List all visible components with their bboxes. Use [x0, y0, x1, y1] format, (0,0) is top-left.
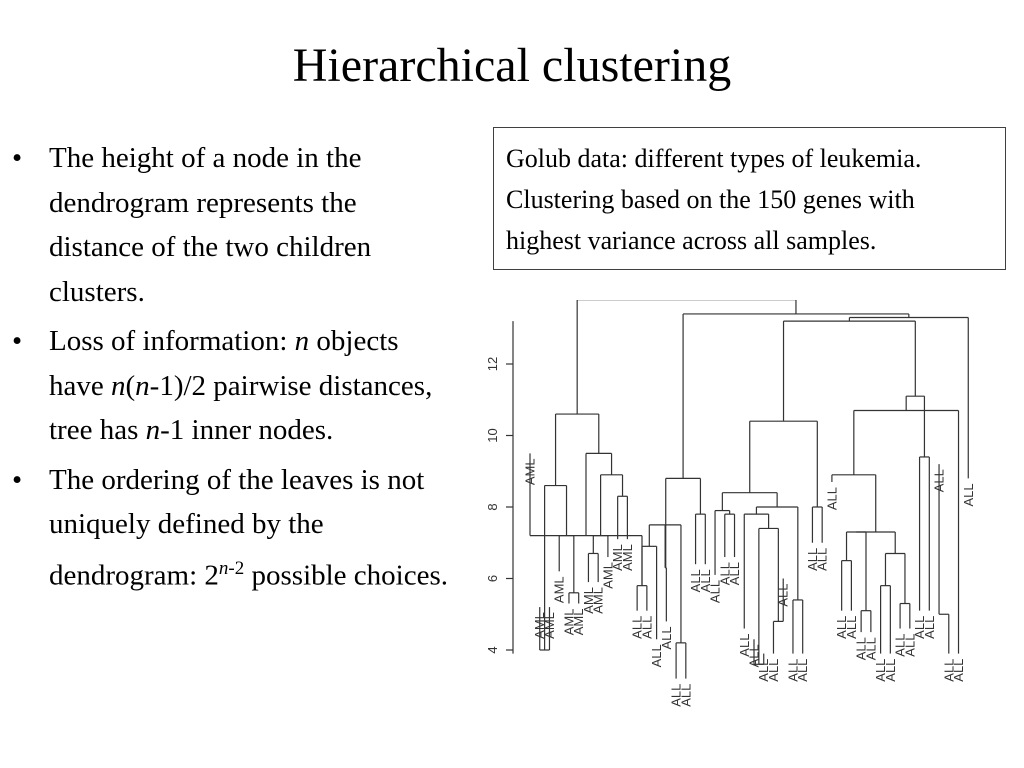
leaf-label: AML	[620, 544, 635, 571]
dendrogram-chart: 4681012AMLAMLAMLAMLAMLAMLAMLAMLAMLAMLAML…	[485, 300, 976, 707]
leaf-label: ALL	[854, 637, 869, 660]
leaf-label: ALL	[669, 684, 684, 707]
bullet-dot-icon: •	[12, 463, 23, 496]
bullet-text-part: n	[294, 325, 310, 357]
bullet-text-part: possible choices.	[244, 559, 449, 592]
bullet-item: • The height of a node in the dendrogram …	[12, 136, 452, 314]
bullet-text-part: n	[219, 558, 229, 579]
y-tick-label: 6	[485, 575, 500, 582]
leaf-label: AML	[552, 576, 567, 603]
y-tick-label: 10	[485, 428, 500, 442]
leaf-label: ALL	[893, 634, 908, 657]
leaf-label: ALL	[961, 483, 976, 506]
caption-box: Golub data: different types of leukemia.…	[493, 127, 1006, 270]
bullet-text-part: n	[145, 414, 161, 446]
leaf-label: ALL	[630, 616, 645, 639]
leaf-label: ALL	[678, 684, 693, 707]
leaf-label: ALL	[824, 487, 839, 510]
leaf-label: ALL	[659, 626, 674, 649]
leaf-label: AML	[600, 562, 615, 589]
bullet-dot-icon: •	[12, 325, 23, 357]
leaf-label: ALL	[844, 616, 859, 639]
bullet-text-part: -2	[228, 557, 245, 579]
leaf-label: ALL	[863, 637, 878, 660]
leaf-label: AML	[523, 458, 538, 485]
leaf-label: ALL	[815, 548, 830, 571]
leaf-label: ALL	[932, 469, 947, 492]
leaf-label: AML	[581, 587, 596, 614]
leaf-label: ALL	[951, 659, 966, 682]
bullet-text-part: objects have	[49, 325, 399, 402]
bullet-text-part: n	[135, 369, 150, 402]
leaf-label: AML	[532, 612, 547, 639]
leaf-label: ALL	[795, 659, 810, 682]
leaf-label: ALL	[834, 616, 849, 639]
bullet-text-part: (	[125, 369, 136, 402]
leaf-label: AML	[591, 587, 606, 614]
leaf-label: ALL	[902, 634, 917, 657]
bullet-text-part: The ordering of the leaves is not unique…	[49, 463, 425, 592]
leaf-label: ALL	[698, 569, 713, 592]
leaf-label: ALL	[717, 562, 732, 585]
leaf-label: ALL	[639, 616, 654, 639]
bullet-item: • Loss of information: n objects have n(n…	[12, 319, 452, 453]
leaf-label: ALL	[873, 659, 888, 682]
leaf-label: ALL	[912, 616, 927, 639]
slide-title: Hierarchical clustering	[292, 39, 732, 92]
leaf-label: ALL	[941, 659, 956, 682]
leaf-label: AML	[571, 609, 586, 636]
bullet-text-part: -1)/2 pairwise distances, tree has	[49, 369, 433, 447]
leaf-label: ALL	[776, 584, 791, 607]
y-tick-label: 4	[485, 646, 500, 653]
leaf-label: ALL	[708, 580, 723, 603]
bullet-text-part: n	[218, 557, 229, 579]
bullet-dot-icon: •	[12, 142, 23, 174]
bullet-item: • The ordering of the leaves is not uniqu…	[12, 458, 452, 598]
leaf-label: ALL	[766, 659, 781, 682]
leaf-label: ALL	[756, 659, 771, 682]
bullet-text-part: The height of a node in the dendrogram r…	[49, 142, 372, 308]
leaf-label: ALL	[737, 634, 752, 657]
leaf-label: AML	[561, 609, 576, 636]
leaf-label: AML	[542, 612, 557, 639]
y-tick-label: 12	[485, 357, 500, 371]
y-tick-label: 8	[485, 503, 500, 510]
leaf-label: ALL	[883, 659, 898, 682]
bullet-text-part: Loss of information:	[49, 325, 295, 357]
leaf-label: ALL	[747, 644, 762, 667]
bullet-text-part: n	[111, 369, 126, 402]
leaf-label: ALL	[922, 616, 937, 639]
leaf-label: ALL	[805, 548, 820, 571]
leaf-label: ALL	[727, 562, 742, 585]
leaf-label: AML	[610, 544, 625, 571]
bullet-list: • The height of a node in the dendrogram …	[12, 136, 452, 603]
leaf-label: ALL	[785, 659, 800, 682]
leaf-label: ALL	[649, 644, 664, 667]
bullet-text-part: -1 inner nodes.	[160, 414, 334, 446]
leaf-label: ALL	[688, 569, 703, 592]
